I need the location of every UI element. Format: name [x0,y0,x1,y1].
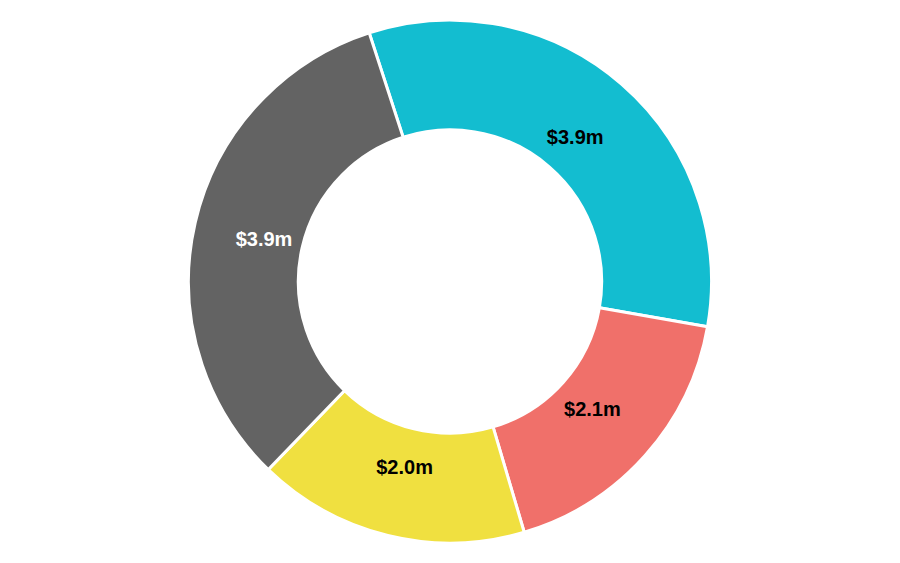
data-label: $3.9m [547,126,604,148]
slice [369,20,711,327]
data-labels: $3.9m $2.1m $2.0m $3.9m [236,126,621,478]
slice [493,308,707,532]
slices [189,20,712,543]
data-label: $3.9m [236,228,293,250]
data-label: $2.1m [564,398,621,420]
slice [189,33,404,470]
chart-svg: $3.9m $2.1m $2.0m $3.9m [0,0,900,563]
chart-container: $3.9m $2.1m $2.0m $3.9m [0,0,900,563]
plot: $3.9m $2.1m $2.0m $3.9m [189,20,712,543]
data-label: $2.0m [376,456,433,478]
